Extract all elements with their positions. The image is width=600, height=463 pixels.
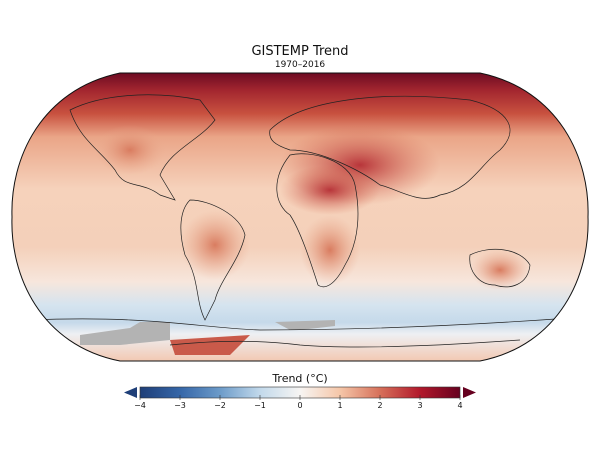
trend-field (11, 73, 589, 361)
map-subtitle: 1970–2016 (274, 60, 326, 70)
warming-region-africa (300, 215, 360, 285)
colorbar-tick-label: −3 (174, 401, 186, 410)
map-title: GISTEMP Trend (251, 44, 349, 59)
missing-data (80, 322, 170, 345)
colorbar-tick-label: −4 (134, 401, 146, 410)
warming-region-sahara (280, 165, 380, 215)
warming-region-antarctic-peninsula (170, 335, 250, 355)
colorbar-tick-label: 0 (297, 401, 303, 410)
warming-region-south-america (180, 210, 250, 280)
map-border (11, 72, 589, 362)
colorbar-tick-label: 2 (377, 401, 383, 410)
missing-data (275, 320, 335, 330)
colorbar-tick-label: 3 (417, 401, 423, 410)
colorbar-tick-label: 4 (457, 401, 463, 410)
colorbar-tick-label: −1 (254, 401, 266, 410)
colorbar-tick-label: −2 (214, 401, 226, 410)
colorbar-extend-low (124, 387, 137, 398)
colorbar-tick-label: 1 (337, 401, 343, 410)
warming-region-australia (470, 250, 530, 290)
colorbar (124, 386, 476, 400)
warming-region-north-america (95, 125, 165, 175)
colorbar-label: Trend (°C) (272, 372, 328, 385)
coastlines (29, 94, 571, 348)
colorbar-extend-high (463, 387, 476, 398)
